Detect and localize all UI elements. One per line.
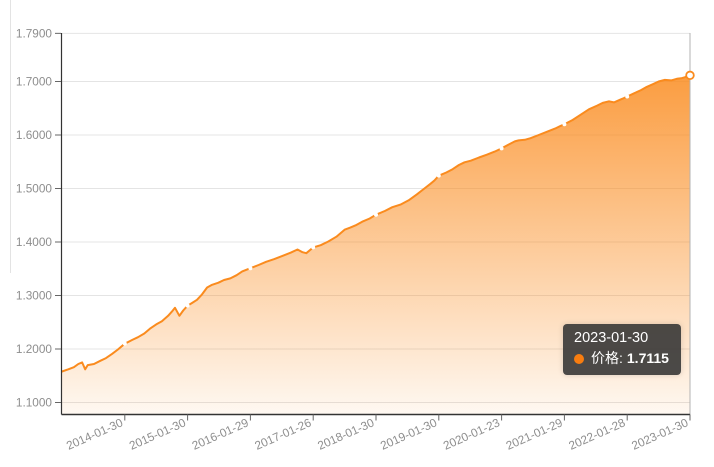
x-axis-labels: 2014-01-30 2015-01-30 2016-01-29 2017-01-26…	[64, 414, 691, 453]
price-area-fill	[62, 75, 690, 415]
svg-text:1.1000: 1.1000	[16, 396, 53, 410]
svg-text:2017-01-26: 2017-01-26	[253, 415, 314, 453]
svg-text:1.2000: 1.2000	[16, 342, 53, 356]
hover-point-marker	[685, 70, 695, 81]
svg-text:2016-01-29: 2016-01-29	[190, 415, 251, 452]
year-point-markers	[122, 94, 630, 346]
svg-text:2023-01-30: 2023-01-30	[629, 415, 690, 453]
svg-text:1.7000: 1.7000	[16, 75, 53, 89]
page-left-border-line	[10, 0, 11, 273]
price-line	[61, 74, 691, 373]
svg-text:1.4000: 1.4000	[16, 235, 53, 249]
svg-text:2020-01-23: 2020-01-23	[441, 415, 502, 453]
svg-text:2022-01-28: 2022-01-28	[567, 415, 628, 453]
svg-text:1.6000: 1.6000	[16, 128, 53, 142]
svg-text:2018-01-30: 2018-01-30	[315, 415, 376, 453]
svg-text:1.5000: 1.5000	[16, 182, 53, 196]
svg-text:1.3000: 1.3000	[16, 289, 53, 303]
svg-text:1.7900: 1.7900	[16, 26, 53, 40]
svg-text:2019-01-30: 2019-01-30	[378, 415, 439, 453]
svg-text:2015-01-30: 2015-01-30	[127, 415, 188, 453]
svg-text:2014-01-30: 2014-01-30	[64, 415, 125, 453]
svg-text:2021-01-29: 2021-01-29	[504, 415, 565, 452]
y-axis-labels: 1.1000 1.2000 1.3000 1.4000 1.5000 1.6000 1.70…	[16, 26, 61, 410]
